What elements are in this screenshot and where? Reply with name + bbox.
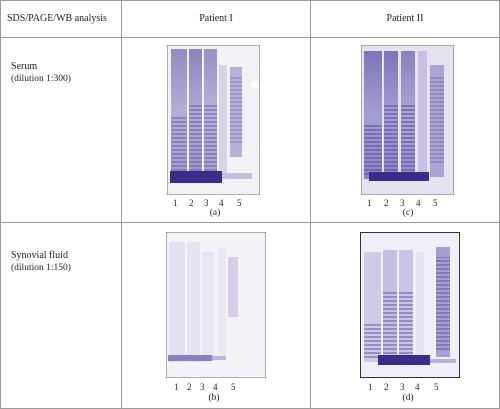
lane-label: 4 bbox=[416, 198, 421, 208]
lane-label: 3 bbox=[204, 198, 209, 208]
row-label-synovial: Synovial fluid (dilution 1:150) bbox=[1, 223, 121, 275]
lane-label: 5 bbox=[231, 382, 236, 392]
blot-cell-c: 1 2 3 4 5 (c) bbox=[310, 37, 500, 223]
serum-dilution: (dilution 1:300) bbox=[11, 74, 71, 84]
lane-label: 3 bbox=[400, 198, 405, 208]
row-label-cell-synovial: Synovial fluid (dilution 1:150) bbox=[0, 222, 122, 409]
panel-label-d: (d) bbox=[402, 393, 414, 403]
lane-label: 5 bbox=[434, 382, 439, 392]
panel-label-a: (a) bbox=[209, 208, 221, 218]
lane-label: 3 bbox=[400, 382, 405, 392]
panel-label-b: (b) bbox=[208, 393, 220, 403]
blot-cell-a: 1 2 3 4 5 (a) bbox=[121, 37, 311, 223]
header-cell-patient-1: Patient I bbox=[121, 0, 311, 38]
blot-cell-b: 1 2 3 4 5 (b) bbox=[121, 222, 311, 409]
lane-label: 4 bbox=[213, 382, 218, 392]
lane-label: 1 bbox=[367, 198, 372, 208]
row-label-serum: Serum (dilution 1:300) bbox=[1, 38, 121, 86]
lane-label: 2 bbox=[384, 382, 389, 392]
serum-label: Serum bbox=[11, 61, 38, 72]
lane-label: 4 bbox=[219, 198, 224, 208]
header-cell-patient-2: Patient II bbox=[310, 0, 500, 38]
synovial-label: Synovial fluid bbox=[11, 250, 68, 261]
lane-label: 5 bbox=[433, 198, 438, 208]
lane-labels-d: 1 2 3 4 5 bbox=[368, 382, 458, 394]
header-analysis: SDS/PAGE/WB analysis bbox=[7, 13, 107, 24]
panel-label-c: (c) bbox=[402, 208, 414, 218]
lane-label: 2 bbox=[187, 382, 192, 392]
western-blot-c bbox=[361, 45, 454, 195]
western-blot-a bbox=[167, 45, 260, 195]
western-blot-b bbox=[166, 232, 266, 378]
lane-labels-a: 1 2 3 4 5 bbox=[173, 198, 263, 210]
header-cell-analysis: SDS/PAGE/WB analysis bbox=[0, 0, 122, 38]
western-blot-d bbox=[360, 232, 460, 378]
header-patient-1: Patient I bbox=[199, 13, 233, 24]
row-label-cell-serum: Serum (dilution 1:300) bbox=[0, 37, 122, 223]
lane-labels-b: 1 2 3 4 5 bbox=[174, 382, 264, 394]
lane-labels-c: 1 2 3 4 5 bbox=[367, 198, 457, 210]
lane-label: 1 bbox=[173, 198, 178, 208]
blot-cell-d: 1 2 3 4 5 (d) bbox=[310, 222, 500, 409]
lane-label: 3 bbox=[200, 382, 205, 392]
lane-label: 1 bbox=[368, 382, 373, 392]
lane-label: 1 bbox=[174, 382, 179, 392]
header-patient-2: Patient II bbox=[386, 13, 424, 24]
lane-label: 4 bbox=[415, 382, 420, 392]
lane-label: 2 bbox=[384, 198, 389, 208]
lane-label: 2 bbox=[189, 198, 194, 208]
lane-label: 5 bbox=[237, 198, 242, 208]
synovial-dilution: (dilution 1:150) bbox=[11, 263, 71, 273]
